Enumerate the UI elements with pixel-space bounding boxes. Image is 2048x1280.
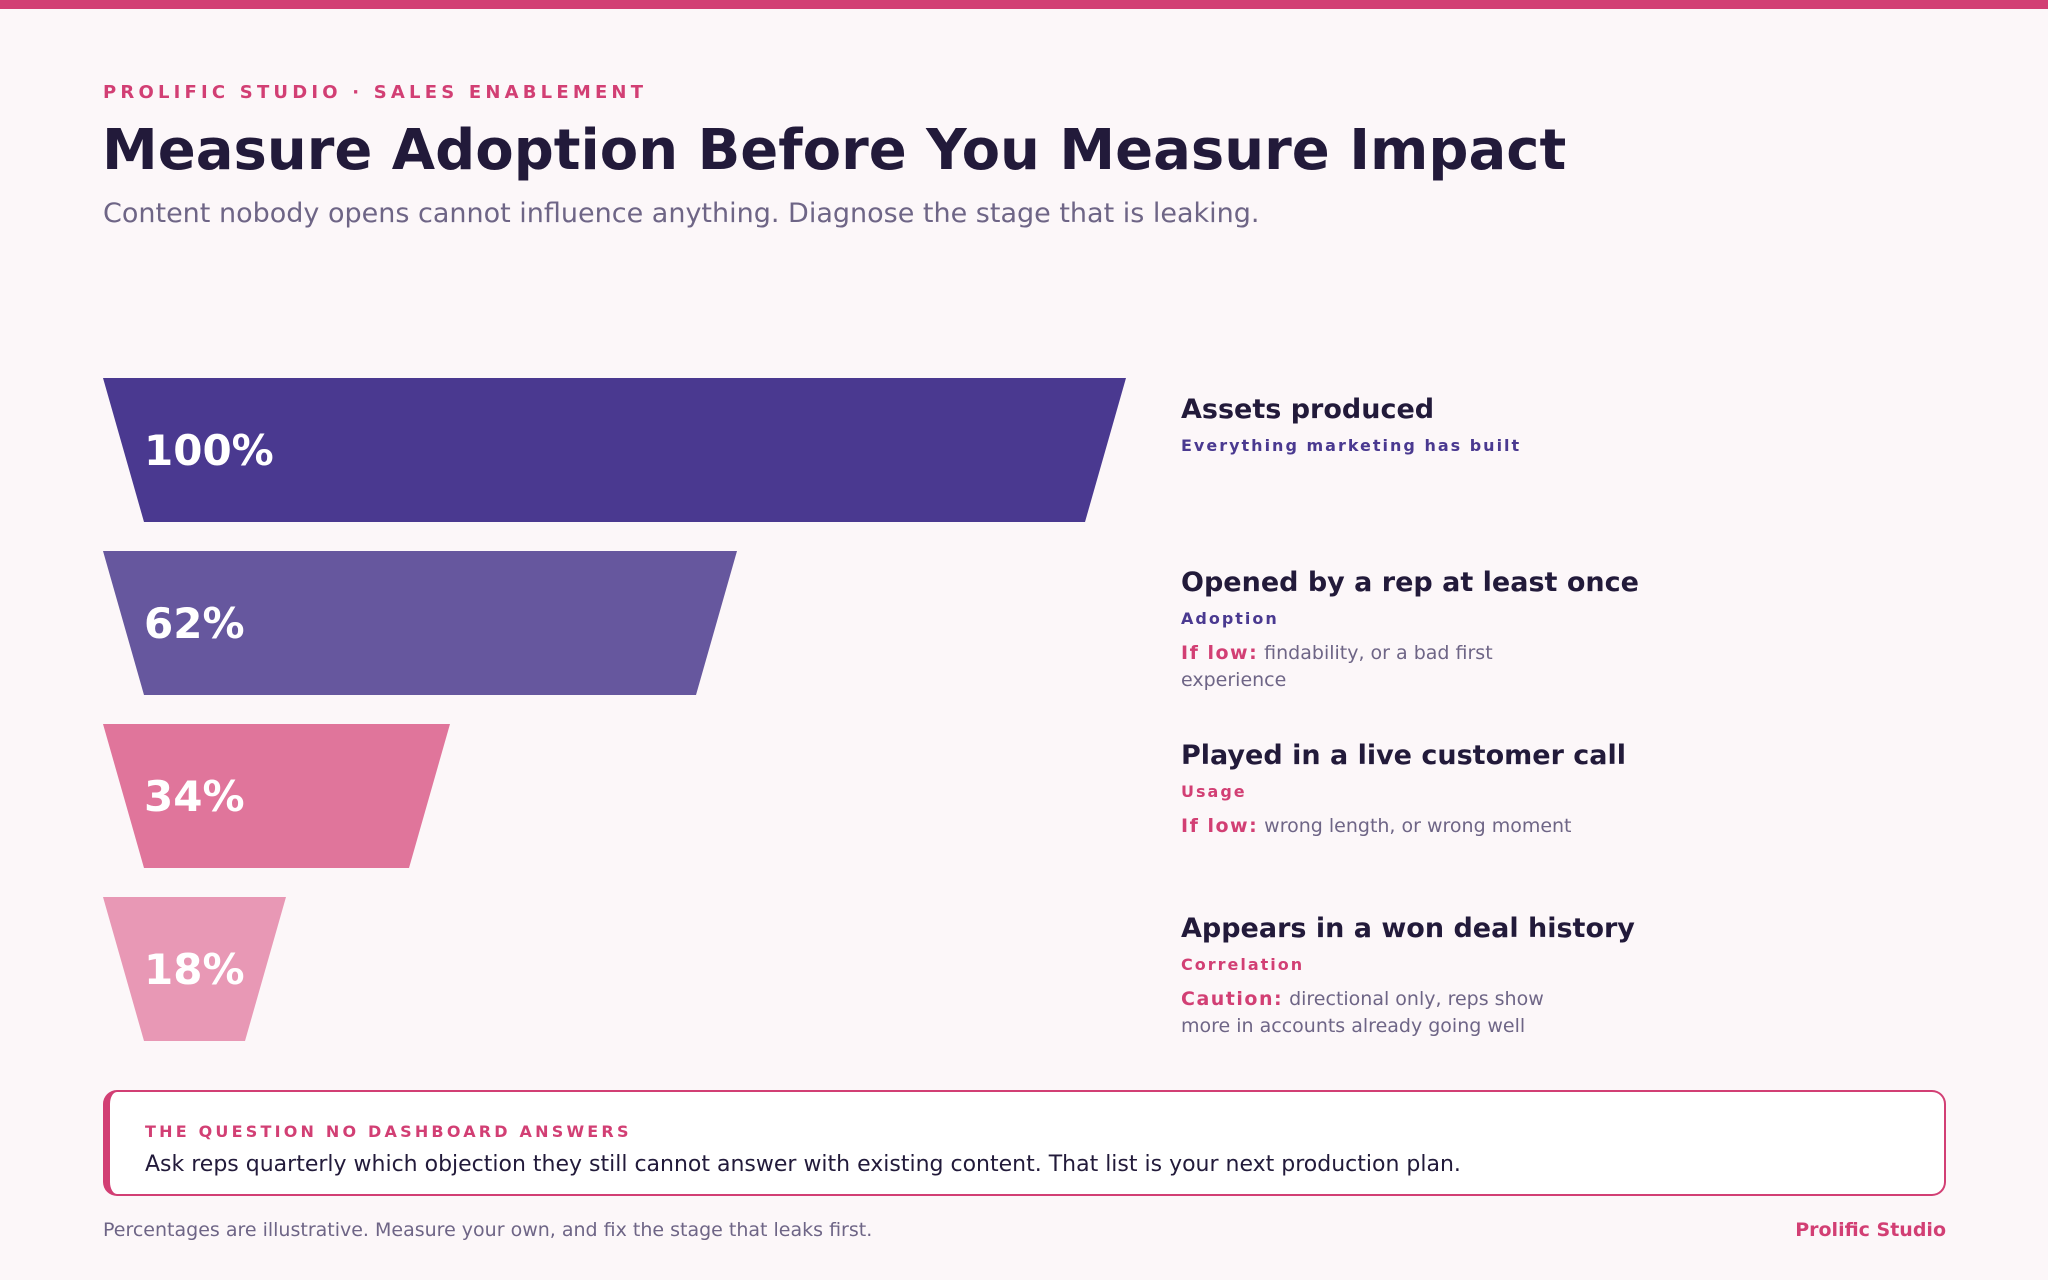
stage-tag: Adoption — [1181, 609, 1279, 628]
stage-description-opened: Opened by a rep at least once Adoption I… — [1181, 566, 1639, 694]
stage-title: Assets produced — [1181, 394, 1435, 425]
stage-note-text: directional only, reps show more in acco… — [1181, 988, 1544, 1037]
stage-note: Caution: directional only, reps show more… — [1181, 986, 1581, 1040]
footnote: Percentages are illustrative. Measure yo… — [103, 1219, 873, 1241]
stage-percent: 18% — [144, 944, 245, 994]
stage-note-label: Caution: — [1181, 988, 1284, 1010]
brand-name: Prolific Studio — [1795, 1219, 1946, 1241]
stage-note: If low: wrong length, or wrong moment — [1181, 813, 1581, 840]
stage-description-assets-produced: Assets produced Everything marketing has… — [1181, 393, 1601, 457]
funnel-stage-won-deal: 18% — [103, 897, 286, 1041]
page-title: Measure Adoption Before You Measure Impa… — [102, 118, 1567, 183]
funnel-stage-played: 34% — [103, 724, 450, 868]
stage-tag: Everything marketing has built — [1181, 436, 1522, 455]
stage-note-text: wrong length, or wrong moment — [1264, 815, 1572, 837]
eyebrow-label: PROLIFIC STUDIO · SALES ENABLEMENT — [103, 82, 648, 103]
stage-description-won-deal: Appears in a won deal history Correlatio… — [1181, 912, 1635, 1040]
callout-text: Ask reps quarterly which objection they … — [145, 1152, 1461, 1177]
stage-note-label: If low: — [1181, 642, 1259, 664]
stage-note: If low: findability, or a bad first exper… — [1181, 640, 1581, 694]
callout-box: THE QUESTION NO DASHBOARD ANSWERS Ask re… — [103, 1090, 1946, 1196]
stage-percent: 34% — [144, 771, 245, 821]
funnel-stage-assets-produced: 100% — [103, 378, 1126, 522]
stage-title: Played in a live customer call — [1181, 740, 1627, 771]
stage-note-text: findability, or a bad first experience — [1181, 642, 1493, 691]
funnel-stage-opened: 62% — [103, 551, 737, 695]
stage-title: Opened by a rep at least once — [1181, 567, 1639, 598]
top-accent-bar — [0, 0, 2048, 9]
stage-title: Appears in a won deal history — [1181, 913, 1635, 944]
stage-percent: 100% — [144, 425, 274, 475]
stage-tag: Correlation — [1181, 955, 1305, 974]
page-subtitle: Content nobody opens cannot influence an… — [103, 198, 1260, 229]
stage-description-played: Played in a live customer call Usage If … — [1181, 739, 1627, 840]
callout-label: THE QUESTION NO DASHBOARD ANSWERS — [145, 1122, 632, 1141]
stage-note-label: If low: — [1181, 815, 1259, 837]
stage-percent: 62% — [144, 598, 245, 648]
stage-tag: Usage — [1181, 782, 1247, 801]
